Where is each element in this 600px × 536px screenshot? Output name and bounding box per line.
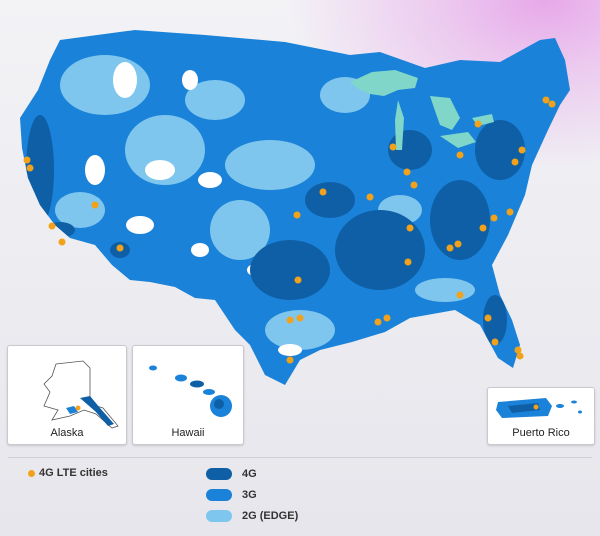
- hawaii-map: [149, 365, 232, 417]
- coverage-2g-areas: [55, 55, 475, 350]
- puerto-rico-label: Puerto Rico: [512, 427, 570, 439]
- legend-divider: [8, 457, 592, 458]
- alaska-inset: Alaska: [7, 345, 127, 445]
- contiguous-us: [20, 30, 570, 385]
- coverage-4g-areas: [26, 115, 525, 345]
- legend-lte-cities-label: 4G LTE cities: [39, 467, 108, 479]
- alaska-map: [43, 360, 119, 429]
- swatch-4g-icon: [206, 468, 232, 480]
- swatch-3g-icon: [206, 489, 232, 501]
- alaska-label: Alaska: [50, 427, 84, 439]
- puerto-rico-map: [496, 398, 582, 418]
- legend-2g-label: 2G (EDGE): [242, 510, 299, 522]
- hawaii-label: Hawaii: [171, 427, 205, 439]
- swatch-2g-icon: [206, 510, 232, 522]
- great-lakes: [350, 70, 494, 150]
- hawaii-inset: Hawaii: [132, 345, 244, 445]
- legend-4g-label: 4G: [242, 468, 257, 480]
- legend-3g-label: 3G: [242, 489, 257, 501]
- puerto-rico-inset: Puerto Rico: [487, 387, 595, 445]
- lte-city-markers: [23, 96, 556, 364]
- lte-city-dot-icon: [28, 470, 35, 477]
